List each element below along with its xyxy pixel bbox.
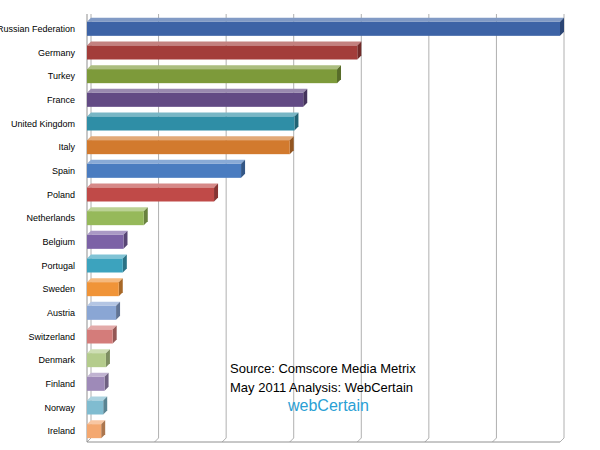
category-label: Poland (47, 190, 75, 200)
bar (87, 69, 337, 83)
bar-side (106, 349, 110, 367)
bar (87, 377, 105, 391)
bar-side (294, 113, 298, 131)
category-label: Belgium (42, 237, 75, 247)
category-label: Ireland (47, 426, 75, 436)
bar (87, 188, 214, 202)
analysis-note: May 2011 Analysis: WebCertain (230, 380, 413, 395)
bar (87, 164, 241, 178)
bar-side (123, 255, 127, 273)
bar (87, 401, 103, 415)
bar-top (87, 231, 127, 235)
category-label: Denmark (38, 355, 75, 365)
bar-side (119, 278, 123, 296)
tick-mark (492, 438, 496, 442)
bar (87, 424, 101, 438)
bar-top (87, 255, 127, 259)
bar-side (123, 231, 127, 249)
bar-side (116, 302, 120, 320)
bars (87, 18, 564, 438)
bar-top (87, 136, 294, 140)
bar-side (103, 397, 107, 415)
bar (87, 211, 144, 225)
category-label: Sweden (42, 284, 75, 294)
bar-top (87, 302, 120, 306)
bar-side (337, 65, 341, 83)
tick-mark (560, 438, 564, 442)
bar-top (87, 326, 117, 330)
bar (87, 306, 116, 320)
tick-mark (425, 438, 429, 442)
background (0, 0, 600, 450)
bar-top (87, 89, 307, 93)
bar (87, 353, 106, 367)
tick-mark (222, 438, 226, 442)
bar-top (87, 349, 110, 353)
bar-side (101, 420, 105, 438)
category-label: Netherlands (26, 213, 75, 223)
category-label: Turkey (48, 71, 76, 81)
logo-text: webCertain (287, 397, 369, 414)
tick-mark (357, 438, 361, 442)
tick-mark (155, 438, 159, 442)
bar (87, 282, 119, 296)
bar-side (303, 89, 307, 107)
bar-top (87, 160, 245, 164)
bar-side (144, 207, 148, 225)
bar-side (241, 160, 245, 178)
bar-top (87, 184, 218, 188)
category-label: Finland (45, 379, 75, 389)
tick-mark (290, 438, 294, 442)
bar (87, 93, 303, 107)
category-label: Spain (52, 166, 75, 176)
grid-line (564, 14, 565, 438)
bar (87, 22, 560, 36)
category-label: Portugal (41, 261, 75, 271)
bar-side (357, 42, 361, 60)
bar-side (560, 18, 564, 36)
bar (87, 117, 294, 131)
grid-line (428, 14, 429, 438)
chart-container: Russian Federation Germany Turkey France Uni… (0, 0, 600, 450)
category-label: Russian Federation (0, 24, 75, 34)
bar-side (113, 326, 117, 344)
bar-top (87, 278, 123, 282)
bar-side (290, 136, 294, 154)
bar (87, 140, 290, 154)
bar-top (87, 113, 298, 117)
grid-line (496, 14, 497, 438)
category-label: Norway (44, 403, 75, 413)
bar (87, 46, 357, 60)
tick-mark (87, 438, 91, 442)
bar-top (87, 42, 361, 46)
category-label: Italy (58, 142, 75, 152)
bar-top (87, 65, 341, 69)
x-axis-line (87, 442, 560, 443)
chart-svg: Russian Federation Germany Turkey France Uni… (0, 0, 600, 450)
bar (87, 259, 123, 273)
category-label: France (47, 95, 75, 105)
category-label: Germany (38, 48, 76, 58)
bar-top (87, 18, 564, 22)
bar (87, 235, 123, 249)
category-label: Austria (47, 308, 75, 318)
bar-top (87, 207, 148, 211)
bar-side (105, 373, 109, 391)
bar (87, 330, 113, 344)
bar-side (214, 184, 218, 202)
category-label: Switzerland (28, 332, 75, 342)
source-note: Source: Comscore Media Metrix (230, 361, 416, 376)
category-label: United Kingdom (11, 119, 75, 129)
